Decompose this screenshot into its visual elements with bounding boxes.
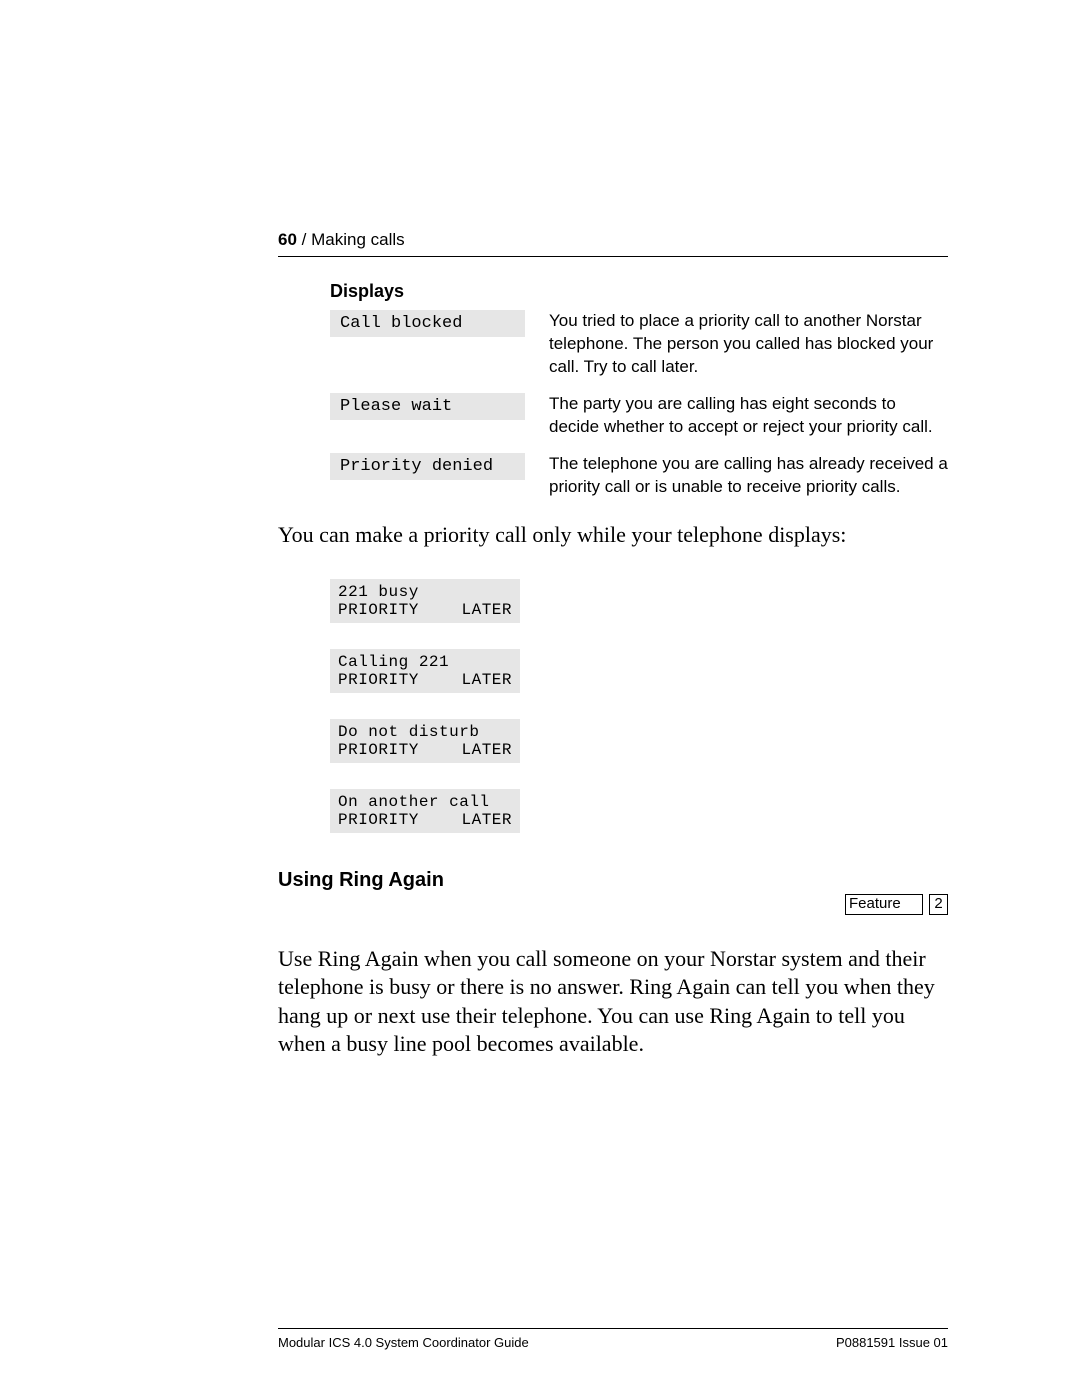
lcd-right: LATER <box>461 671 512 689</box>
table-row: Please wait The party you are calling ha… <box>330 393 950 439</box>
display-description: The telephone you are calling has alread… <box>525 453 950 499</box>
feature-code-group: Feature 2 <box>278 894 948 915</box>
table-row: Call blocked You tried to place a priori… <box>330 310 950 379</box>
lcd-line1: Calling 221 <box>338 653 512 671</box>
displays-heading: Displays <box>330 281 948 302</box>
lcd-right: LATER <box>461 741 512 759</box>
display-label: Call blocked <box>330 310 525 337</box>
footer-right: P0881591 Issue 01 <box>836 1335 948 1350</box>
feature-code: 2 <box>929 894 948 915</box>
displays-table: Call blocked You tried to place a priori… <box>330 310 950 499</box>
paragraph: Use Ring Again when you call someone on … <box>278 945 948 1059</box>
lcd-left: PRIORITY <box>338 601 419 619</box>
lcd-line1: 221 busy <box>338 583 512 601</box>
lcd-line1: Do not disturb <box>338 723 512 741</box>
small-displays-group: 221 busy PRIORITY LATER Calling 221 PRIO… <box>330 579 948 833</box>
section-name: / Making calls <box>297 230 405 249</box>
lcd-right: LATER <box>461 811 512 829</box>
display-label: Please wait <box>330 393 525 420</box>
footer-left: Modular ICS 4.0 System Coordinator Guide <box>278 1335 529 1350</box>
lcd-left: PRIORITY <box>338 671 419 689</box>
feature-button: Feature <box>845 894 923 915</box>
page-content: 60 / Making calls Displays Call blocked … <box>278 230 948 1089</box>
lcd-left: PRIORITY <box>338 741 419 759</box>
page-number: 60 <box>278 230 297 249</box>
lcd-left: PRIORITY <box>338 811 419 829</box>
lcd-display: Calling 221 PRIORITY LATER <box>330 649 520 693</box>
lcd-right: LATER <box>461 601 512 619</box>
paragraph: You can make a priority call only while … <box>278 521 948 550</box>
page-header: 60 / Making calls <box>278 230 948 257</box>
display-description: The party you are calling has eight seco… <box>525 393 950 439</box>
lcd-display: Do not disturb PRIORITY LATER <box>330 719 520 763</box>
lcd-line1: On another call <box>338 793 512 811</box>
lcd-display: On another call PRIORITY LATER <box>330 789 520 833</box>
section-heading: Using Ring Again <box>278 869 948 892</box>
display-description: You tried to place a priority call to an… <box>525 310 950 379</box>
table-row: Priority denied The telephone you are ca… <box>330 453 950 499</box>
display-label: Priority denied <box>330 453 525 480</box>
lcd-display: 221 busy PRIORITY LATER <box>330 579 520 623</box>
page-footer: Modular ICS 4.0 System Coordinator Guide… <box>278 1328 948 1350</box>
